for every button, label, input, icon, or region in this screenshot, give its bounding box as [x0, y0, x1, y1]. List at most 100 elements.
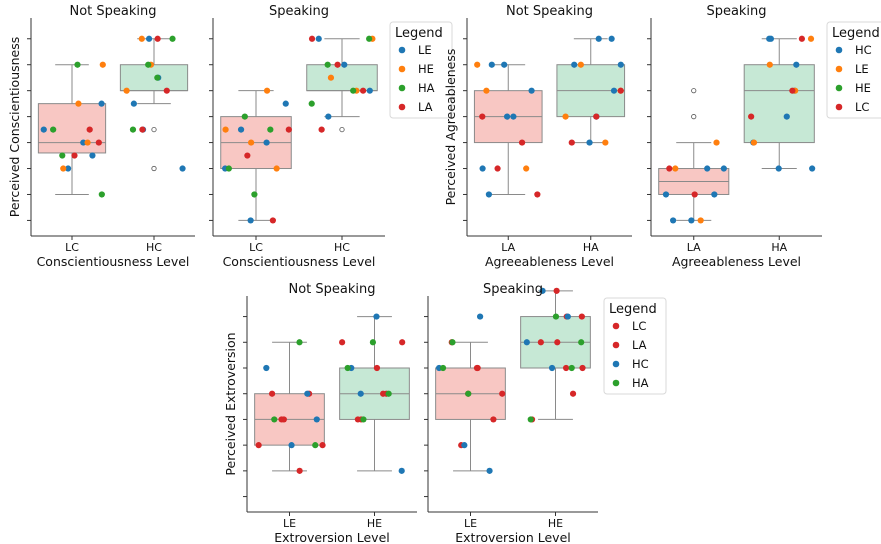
point-HA: [50, 126, 57, 133]
legend-label: HA: [632, 376, 649, 390]
point-LE: [40, 126, 47, 133]
point-HA: [267, 126, 274, 133]
y-axis-label: Perceived Agreeableness: [443, 49, 458, 206]
point-HC: [564, 313, 571, 320]
point-HC: [488, 61, 495, 68]
panel-title: Not Speaking: [69, 4, 156, 19]
point-HA: [312, 442, 319, 449]
point-HA: [225, 165, 232, 172]
point-HC: [523, 339, 530, 346]
point-HA: [98, 191, 105, 198]
point-HA: [344, 364, 351, 372]
point-LE: [237, 126, 245, 133]
x-axis-label: Extroversion Level: [455, 530, 570, 544]
point-HE: [807, 35, 815, 42]
point-HA: [449, 339, 456, 346]
point-LC: [494, 165, 501, 172]
point-LC: [373, 364, 381, 372]
point-HC: [313, 416, 320, 423]
point-HC: [288, 442, 295, 449]
panel-title: Not Speaking: [506, 4, 593, 19]
point-HC: [357, 390, 364, 397]
legend-marker: [612, 360, 620, 368]
flier: [691, 88, 697, 94]
point-HA: [552, 313, 560, 320]
legend-label: HA: [418, 81, 435, 95]
point-LA: [296, 467, 303, 474]
point-HE: [474, 61, 481, 68]
legend-marker: [398, 103, 406, 111]
point-LC: [319, 442, 326, 449]
point-HE: [60, 165, 67, 172]
point-HE: [713, 139, 720, 146]
point-HA: [271, 416, 278, 423]
point-HA: [169, 35, 176, 42]
point-LE: [325, 113, 332, 120]
point-LA: [86, 126, 93, 133]
point-LC: [789, 87, 796, 94]
legend-marker: [398, 65, 406, 73]
point-LC: [553, 287, 560, 294]
legend-frame: [603, 297, 667, 395]
point-HE: [602, 139, 609, 146]
point-LC: [562, 364, 570, 372]
point-HE: [138, 35, 145, 42]
point-HE: [84, 139, 91, 146]
point-LE: [704, 165, 711, 172]
point-HA: [360, 416, 367, 423]
point-HE: [766, 61, 773, 68]
point-HE: [263, 87, 271, 94]
box-LC: [37, 103, 107, 154]
point-HC: [461, 442, 468, 449]
point-LC: [268, 390, 276, 397]
box-HA: [743, 64, 815, 144]
x-tick-label: HE: [548, 517, 563, 530]
point-HC: [503, 113, 511, 120]
x-tick-label: HC: [146, 241, 162, 254]
point-HA: [74, 61, 81, 68]
point-LE: [247, 217, 254, 224]
point-LA: [554, 339, 561, 346]
point-LC: [617, 87, 624, 94]
point-HA: [527, 416, 534, 423]
point-LC: [534, 191, 541, 198]
point-LA: [334, 61, 341, 68]
point-HE: [577, 61, 584, 68]
point-HA: [350, 87, 357, 94]
x-tick-label: LC: [249, 241, 263, 254]
point-HC: [571, 61, 578, 68]
x-axis-label: Conscientiousness Level: [223, 254, 376, 269]
point-HE: [562, 113, 569, 120]
point-HC: [486, 467, 493, 474]
legend-label: LE: [855, 62, 869, 76]
point-LA: [318, 126, 325, 133]
panel-title: Speaking: [269, 4, 329, 19]
point-HA: [129, 126, 137, 133]
point-HE: [99, 61, 106, 68]
point-HE: [75, 100, 82, 107]
point-HA: [369, 339, 377, 346]
legend-label: LE: [418, 43, 432, 57]
flier: [151, 126, 157, 133]
point-HE: [483, 87, 490, 94]
point-LA: [95, 139, 102, 146]
panel-title: Speaking: [706, 4, 766, 19]
y-axis-label: Perceived Conscientiousness: [7, 37, 22, 218]
flier: [339, 126, 345, 133]
x-tick-label: LE: [464, 517, 477, 530]
point-HC: [304, 390, 311, 397]
point-HC: [528, 87, 535, 94]
legend-marker: [612, 379, 620, 387]
point-LA: [339, 339, 346, 346]
x-axis-label: Agreeableness Level: [485, 254, 614, 269]
point-LC: [666, 165, 673, 172]
point-HC: [670, 217, 677, 224]
point-LE: [65, 165, 72, 172]
point-LE: [501, 61, 508, 68]
y-axis-label: Perceived Extroversion: [223, 332, 238, 475]
point-LC: [479, 113, 486, 120]
point-HA: [439, 364, 447, 372]
point-HA: [385, 390, 392, 397]
point-HC: [720, 165, 727, 172]
point-LC: [537, 339, 544, 346]
